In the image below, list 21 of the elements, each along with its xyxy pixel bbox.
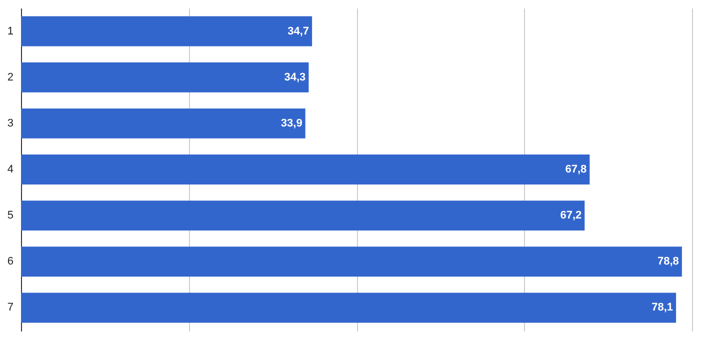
bar: [21, 154, 590, 184]
bar: [21, 16, 312, 46]
data-label: 78,8: [658, 256, 679, 268]
y-tick-label: 7: [7, 302, 14, 314]
y-tick-label: 4: [7, 164, 14, 176]
bar: [21, 200, 585, 231]
data-label: 67,2: [560, 210, 582, 222]
data-label: 33,9: [280, 117, 302, 130]
bar: [21, 62, 309, 92]
y-tick-label: 5: [7, 210, 14, 222]
y-tick-label: 1: [7, 25, 14, 38]
bar: [21, 108, 306, 138]
y-tick-label: 6: [7, 256, 14, 268]
data-label: 34,3: [284, 71, 306, 84]
y-tick-label: 3: [7, 117, 14, 130]
data-label: 78,1: [652, 302, 674, 314]
bar: [21, 246, 682, 277]
data-label: 34,7: [288, 25, 310, 38]
bar: [21, 292, 676, 323]
y-tick-label: 2: [7, 71, 14, 84]
data-label: 67,8: [565, 164, 587, 176]
